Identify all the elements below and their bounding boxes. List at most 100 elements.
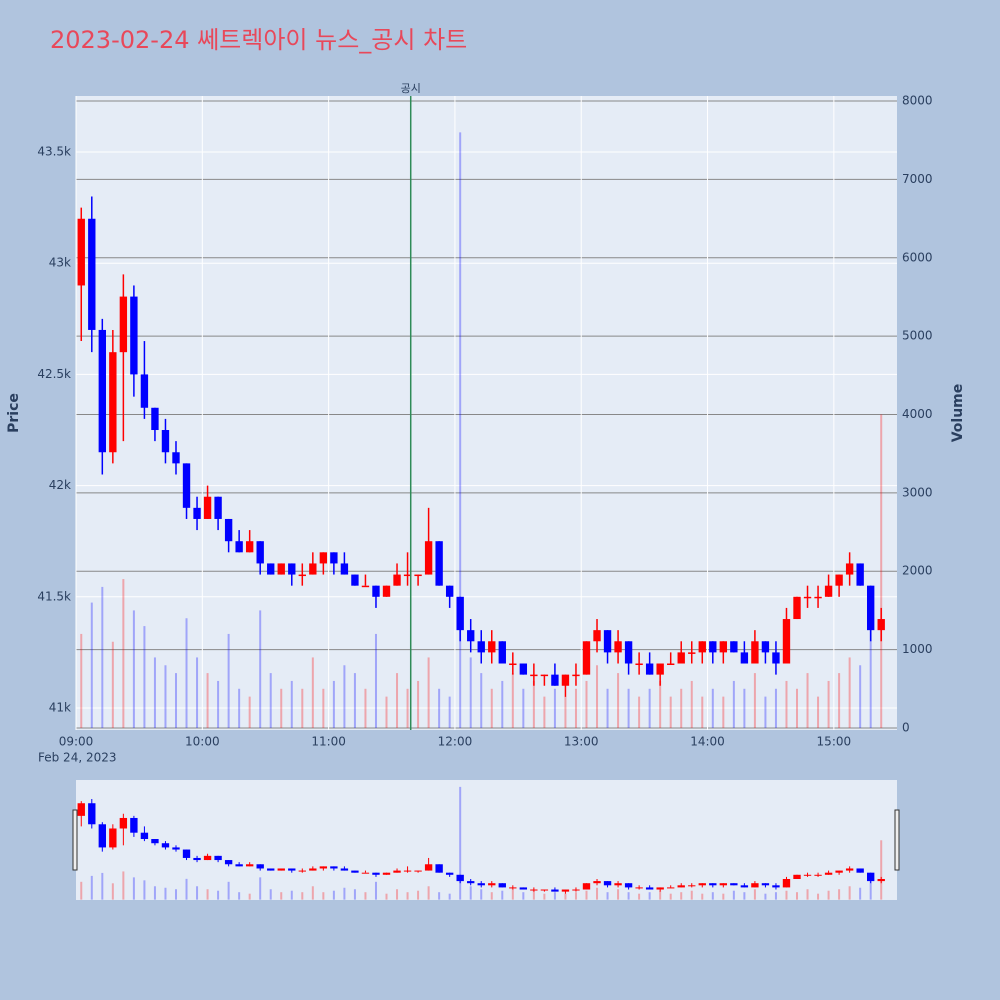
volume-bar <box>417 680 420 728</box>
candle-body <box>740 652 749 664</box>
slider-candle-body <box>445 872 454 875</box>
x-tick-label: 12:00 <box>438 735 473 749</box>
volume-bar <box>480 673 483 728</box>
slider-volume-bar <box>585 890 588 900</box>
candle-body <box>393 574 401 586</box>
candle-body <box>298 574 306 577</box>
slider-candle-body <box>803 874 812 876</box>
candle-body <box>614 641 622 653</box>
candle-body <box>856 563 864 586</box>
volume-bar <box>701 696 704 728</box>
volume-bar <box>743 688 746 728</box>
volume-bar <box>132 610 135 728</box>
volume-bar <box>448 696 451 728</box>
slider-volume-bar <box>217 890 220 900</box>
volume-bar <box>817 696 820 728</box>
slider-volume-bar <box>353 889 356 900</box>
slider-candle-body <box>572 889 580 891</box>
y2-tick-label: 8000 <box>902 94 933 108</box>
slider-candle-body <box>877 878 885 882</box>
slider-volume-bar <box>564 893 567 900</box>
slider-volume-bar <box>617 889 620 900</box>
slider-candle-body <box>109 828 117 848</box>
candle-body <box>519 663 528 675</box>
volume-bar <box>153 657 156 728</box>
slider-handle <box>894 809 900 871</box>
slider-volume-bar <box>206 889 209 900</box>
slider-candle-body <box>477 883 485 886</box>
slider-volume-bar <box>753 889 756 900</box>
slider-volume-bar <box>269 889 272 900</box>
candle-body <box>109 352 117 453</box>
y2-tick-label: 1000 <box>902 642 933 656</box>
slider-volume-bar <box>596 887 599 900</box>
slider-candle-body <box>698 883 706 886</box>
volume-bar <box>617 673 620 728</box>
slider-volume-bar <box>480 889 483 900</box>
slider-candle-body <box>424 864 433 871</box>
candle-body <box>172 452 180 464</box>
slider-candle-body <box>372 872 380 875</box>
slider-volume-bar <box>248 893 251 900</box>
slider-candle-body <box>193 857 201 861</box>
slider-volume-bar <box>859 887 862 900</box>
volume-bar <box>627 688 630 728</box>
candle-body <box>561 674 570 686</box>
candle-body <box>530 674 538 677</box>
volume-bar <box>785 680 788 728</box>
slider-volume-bar <box>827 890 830 900</box>
slider-candle-body <box>603 881 612 886</box>
slider-volume-bar <box>311 886 314 900</box>
volume-bar <box>269 673 272 728</box>
candle-body <box>361 585 370 588</box>
y-tick-label: 41k <box>49 700 71 714</box>
range-slider[interactable] <box>76 780 897 900</box>
volume-bar <box>406 688 409 728</box>
candle-body <box>751 641 759 664</box>
volume-bar <box>101 586 104 728</box>
volume-bar <box>374 633 377 728</box>
slider-candle-body <box>267 868 275 871</box>
candle-body <box>77 218 85 286</box>
candle-body <box>572 674 580 677</box>
volume-bar <box>111 641 114 728</box>
slider-candle-body <box>772 885 780 888</box>
y2-tick-label: 3000 <box>902 485 933 499</box>
slider-volume-bar <box>648 892 651 900</box>
slider-volume-bar <box>785 890 788 900</box>
candle-body <box>593 630 601 642</box>
slider-candle-body <box>498 883 506 888</box>
volume-bar <box>722 696 725 728</box>
slider-candle-body <box>835 870 843 873</box>
slider-volume-bar <box>774 892 777 900</box>
chart-title: 2023-02-24 쎄트렉아이 뉴스_공시 차트 <box>50 26 467 54</box>
volume-bar <box>174 673 177 728</box>
volume-bar <box>753 673 756 728</box>
slider-candle-body <box>530 889 538 891</box>
slider-candle-body <box>77 803 85 816</box>
slider-volume-bar <box>732 890 735 900</box>
volume-bar <box>564 696 567 728</box>
volume-bar <box>364 688 367 728</box>
slider-candle-body <box>782 878 791 888</box>
candle-body <box>330 552 338 564</box>
slider-candle-body <box>667 887 675 889</box>
candle-body <box>414 574 422 577</box>
slider-volume-bar <box>364 892 367 900</box>
candle-body <box>635 663 643 666</box>
volume-bar <box>596 665 599 728</box>
slider-volume-bar <box>638 893 641 900</box>
candle-body <box>793 596 801 620</box>
candle-body <box>456 596 464 631</box>
y2-tick-label: 7000 <box>902 172 933 186</box>
candle-body <box>424 541 433 575</box>
annotation-text: 공시 <box>401 82 421 95</box>
slider-volume-bar <box>259 877 262 900</box>
slider-volume-bar <box>111 883 114 900</box>
volume-bar <box>80 633 83 728</box>
candle-body <box>119 296 128 353</box>
volume-bar <box>690 680 693 728</box>
slider-candle-body <box>845 868 854 871</box>
slider-candle-body <box>467 881 475 884</box>
x-tick-label: 14:00 <box>690 735 725 749</box>
